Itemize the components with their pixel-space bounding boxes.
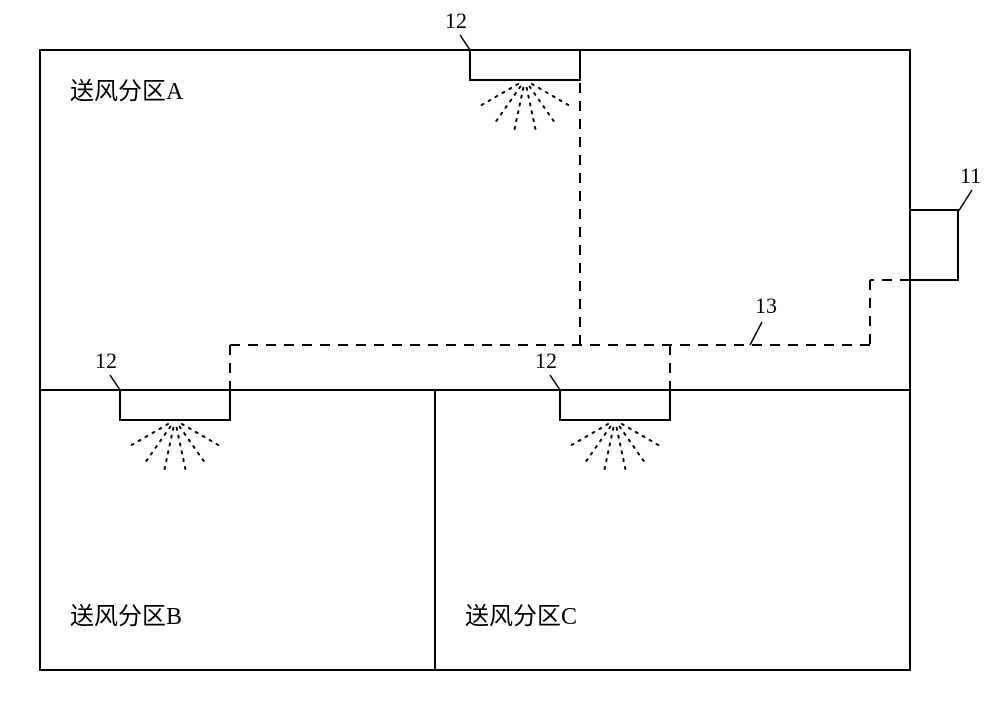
callout-11: 11 bbox=[960, 163, 981, 189]
zone-a-label: 送风分区A bbox=[70, 71, 183, 106]
callout-12-a: 12 bbox=[445, 8, 467, 34]
vent-b-spray-5 bbox=[127, 424, 168, 448]
callout-12-c: 12 bbox=[535, 348, 557, 374]
outer-box bbox=[40, 50, 910, 670]
vent-c-spray-0 bbox=[622, 424, 663, 448]
vent-c-spray-5 bbox=[567, 424, 608, 448]
unit-11 bbox=[910, 210, 958, 280]
callout-13: 13 bbox=[755, 293, 777, 319]
zone-c-label: 送风分区C bbox=[465, 596, 577, 631]
vent-b-spray-0 bbox=[182, 424, 223, 448]
leader-12-2 bbox=[550, 375, 560, 390]
leader-12-1 bbox=[110, 375, 120, 390]
leader-11 bbox=[958, 190, 972, 212]
vent-c bbox=[560, 390, 670, 420]
vent-b bbox=[120, 390, 230, 420]
vent-a bbox=[470, 50, 580, 80]
vent-a-spray-5 bbox=[477, 84, 518, 108]
callout-12-b: 12 bbox=[95, 348, 117, 374]
leader-13 bbox=[750, 322, 762, 345]
zone-b-label: 送风分区B bbox=[70, 596, 182, 631]
leader-12-0 bbox=[460, 35, 470, 50]
vent-a-spray-0 bbox=[532, 84, 573, 108]
